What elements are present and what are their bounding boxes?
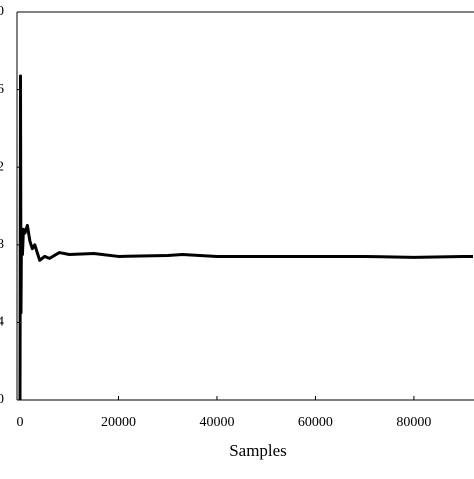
y-tick-label: 2 — [0, 159, 4, 174]
y-tick-label: 8 — [0, 237, 4, 252]
y-tick-label: 0 — [0, 392, 4, 407]
x-tick-label: 0 — [17, 415, 24, 430]
y-tick-label: 0 — [0, 4, 4, 19]
x-axis-label: Samples — [229, 441, 287, 460]
x-tick-label: 20000 — [101, 415, 136, 430]
x-tick-label: 40000 — [199, 415, 234, 430]
data-line — [18, 74, 473, 401]
x-tick-label: 60000 — [298, 415, 333, 430]
x-tick-label: 80000 — [396, 415, 431, 430]
y-tick-label: 6 — [0, 82, 4, 97]
y-tick-label: 4 — [0, 315, 4, 330]
